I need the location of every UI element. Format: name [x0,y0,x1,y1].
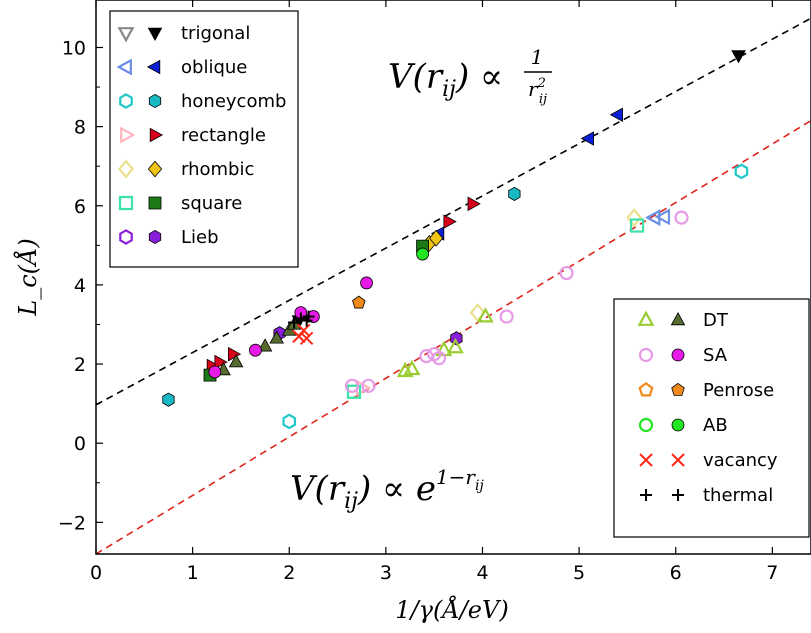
point-rectangle [444,215,456,228]
point-sa [676,212,688,224]
y-axis-label: L_c(Å) [13,238,42,316]
svg-text:V(rij) ∝ e1−rij: V(rij) ∝ e1−rij [290,465,484,514]
y-tick-label: 4 [74,275,86,297]
svg-text:1: 1 [531,45,544,69]
point-sa [501,311,513,323]
formula-power-law: V(rij) ∝ 1 r2 ij [388,45,552,107]
legend-label: oblique [181,57,247,78]
legend-label: Lieb [181,227,219,248]
point-penrose [353,296,366,308]
svg-text:V(rij) ∝: V(rij) ∝ [388,57,503,102]
legend-marker-open [120,94,131,107]
legend-marker-filled [672,419,684,431]
legend-marker-open [120,230,131,243]
legend-marker-open [120,197,132,209]
x-tick-label: 5 [573,562,585,584]
point-square [631,220,643,232]
y-tick-label: 6 [74,196,86,218]
legend-marker-filled [149,197,161,209]
legend-label: thermal [703,485,773,506]
legend-label: square [181,193,242,214]
x-axis-label: 1/γ(Å/eV) [395,595,508,624]
legend-label: SA [703,345,728,366]
point-sa [561,267,573,279]
point-honeycomb [736,165,747,178]
point-oblique [582,132,594,145]
legend-label: honeycomb [181,91,286,112]
point-sa [249,344,261,356]
x-tick-label: 6 [670,562,682,584]
legend-structures: trigonal oblique honeycomb rectangle rhombic… [110,11,298,267]
y-tick-label: 10 [62,37,86,59]
legend-label: vacancy [703,450,778,471]
legend-label: AB [703,415,728,436]
y-tick-label: 8 [74,117,86,139]
legend-label: Penrose [703,380,774,401]
point-sa [361,277,373,289]
x-tick-label: 2 [283,562,295,584]
point-sa [420,350,432,362]
y-tick-label: −2 [58,512,86,534]
y-tick-label: 0 [74,433,86,455]
point-rectangle [468,197,480,210]
formula-exponential: V(rij) ∝ e1−rij [290,465,484,514]
x-tick-label: 4 [476,562,488,584]
legend-label: DT [703,310,729,331]
legend-marker-filled [149,94,160,107]
point-honeycomb [284,415,295,428]
legend-label: rhombic [181,159,254,180]
legend-marker-filled [149,230,160,243]
y-tick-label: 2 [74,354,86,376]
point-oblique [611,108,623,121]
x-tick-label: 0 [90,562,102,584]
point-ab [417,248,429,260]
legend-marker-filled [672,349,684,361]
legend-disordered: DT SA Penrose AB vacancy thermal [614,299,809,537]
point-honeycomb [163,393,174,406]
legend-label: rectangle [181,125,266,146]
point-sa [209,366,221,378]
point-honeycomb [509,187,520,200]
x-tick-label: 3 [380,562,392,584]
x-tick-label: 1 [187,562,199,584]
legend-label: trigonal [181,23,250,44]
x-tick-label: 7 [766,562,778,584]
